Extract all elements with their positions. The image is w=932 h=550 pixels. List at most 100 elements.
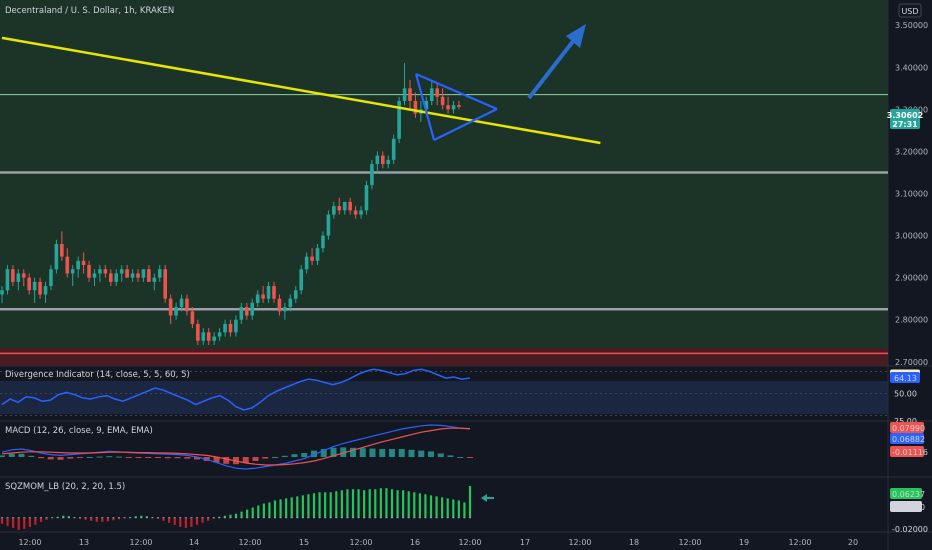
candle [163, 265, 167, 303]
candle-body [217, 332, 222, 337]
candle [386, 155, 391, 169]
divergence-badge-text: 50.00 [894, 390, 917, 399]
candle-body [375, 155, 380, 165]
candle [212, 332, 216, 345]
chart-title: Decentraland / U. S. Dollar, 1h, KRAKEN [5, 6, 174, 16]
arrow-shaft [527, 38, 576, 100]
macd-histogram-bar [96, 456, 103, 458]
candle [457, 100, 461, 110]
candle [87, 260, 91, 282]
candle [337, 197, 342, 215]
macd-histogram-bar [155, 457, 161, 458]
macd-histogram-bar [330, 447, 337, 457]
divergence-badge-text: 64.13 [894, 374, 917, 383]
candle-body [321, 235, 325, 249]
macd-histogram-bar [106, 456, 113, 458]
candle [114, 269, 119, 287]
candle [174, 302, 178, 320]
currency-badge-box[interactable] [898, 3, 922, 18]
current-price-tag: 3.30602 27:31 [887, 109, 923, 129]
macd-histogram-bar [252, 457, 259, 461]
macd-badge-text: -0.01116 [892, 448, 928, 457]
candle-body [424, 100, 429, 110]
macd-histogram-bar [77, 457, 83, 458]
macd-line [1, 424, 471, 470]
price-tick-label: 2.70000 [895, 358, 928, 367]
currency-badge[interactable]: USD [901, 7, 918, 16]
candle-body [92, 273, 97, 278]
candle [65, 248, 70, 278]
macd-histogram-bar [0, 455, 5, 457]
descending-trendline[interactable] [1, 36, 601, 145]
candle [342, 201, 347, 215]
candle-body [391, 138, 396, 160]
candle-body [413, 100, 418, 114]
candle-body [386, 159, 391, 165]
macd-histogram-bar [184, 457, 191, 459]
candle-body [370, 164, 374, 186]
candle [98, 265, 102, 282]
candle-body [348, 201, 352, 211]
time-axis[interactable]: 12:00 13 12:00 14 12:00 15 12:00 16 12:00 17 12:00… [18, 538, 858, 547]
candle-body [332, 206, 336, 215]
candle-body [283, 307, 287, 312]
macd-histogram-bar [135, 457, 142, 458]
candle [109, 269, 113, 287]
candle [168, 294, 173, 324]
candle [60, 231, 64, 261]
macd-histogram-bar [47, 457, 54, 460]
candle [315, 244, 320, 266]
price-tag-value: 3.30602 [887, 111, 923, 120]
macd-histogram-bar [67, 457, 74, 459]
candle [228, 319, 233, 337]
candle [332, 201, 336, 219]
macd-histogram-bar [28, 455, 35, 457]
candle [206, 328, 211, 345]
macd-histogram-bar [8, 453, 15, 457]
candle [130, 269, 135, 282]
candle-body [109, 273, 113, 282]
candle [38, 277, 42, 299]
triangle-lower-leg [433, 108, 498, 141]
time-tick-label: 12:00 [238, 538, 261, 547]
macd-histogram-bar [389, 449, 395, 457]
candle [359, 206, 363, 219]
triangle-upper-leg [415, 72, 498, 111]
time-tick-label: 12:00 [349, 538, 372, 547]
price-tick-label: 3.20000 [895, 147, 928, 156]
candle-body [212, 336, 216, 341]
candle-body [190, 311, 195, 324]
candle-body [21, 273, 26, 278]
candle [32, 277, 37, 303]
macd-histogram-bar [398, 449, 405, 457]
macd-histogram-bar [467, 457, 473, 458]
candle-body [310, 256, 314, 261]
candle-body [114, 273, 119, 282]
candle-body [223, 323, 227, 333]
candle-body [315, 248, 320, 261]
sqzmom-indicator-name[interactable]: SQZMOM_LB (20, 2, 20, 1.5) [5, 482, 125, 492]
macd-indicator-name[interactable]: MACD (12, 26, close, 9, EMA, EMA) [5, 426, 153, 436]
macd-histogram-bar [86, 457, 93, 458]
macd-badge-text: 0.07990 [892, 424, 925, 433]
macd-histogram-bar [408, 449, 415, 457]
candle [234, 315, 238, 337]
signal-line [1, 427, 471, 466]
divergence-indicator-name[interactable]: Divergence Indicator (14, close, 5, 5, 6… [5, 370, 190, 380]
candle [81, 252, 86, 274]
breakout-arrow[interactable] [527, 24, 586, 100]
candle [261, 286, 265, 303]
price-tick-label: 3.10000 [895, 190, 928, 199]
candle [310, 248, 314, 266]
candle-body [364, 185, 369, 211]
time-tick-label: 18 [629, 538, 639, 547]
candle-body [27, 277, 31, 291]
arrow-head [566, 24, 586, 48]
divergence-badge-box [890, 371, 920, 383]
candle-body [136, 273, 140, 278]
divergence-badge-text: 25.00 [894, 417, 917, 426]
symmetrical-triangle[interactable] [414, 72, 498, 141]
macd-histogram-bar [57, 457, 64, 460]
candle [70, 265, 75, 287]
